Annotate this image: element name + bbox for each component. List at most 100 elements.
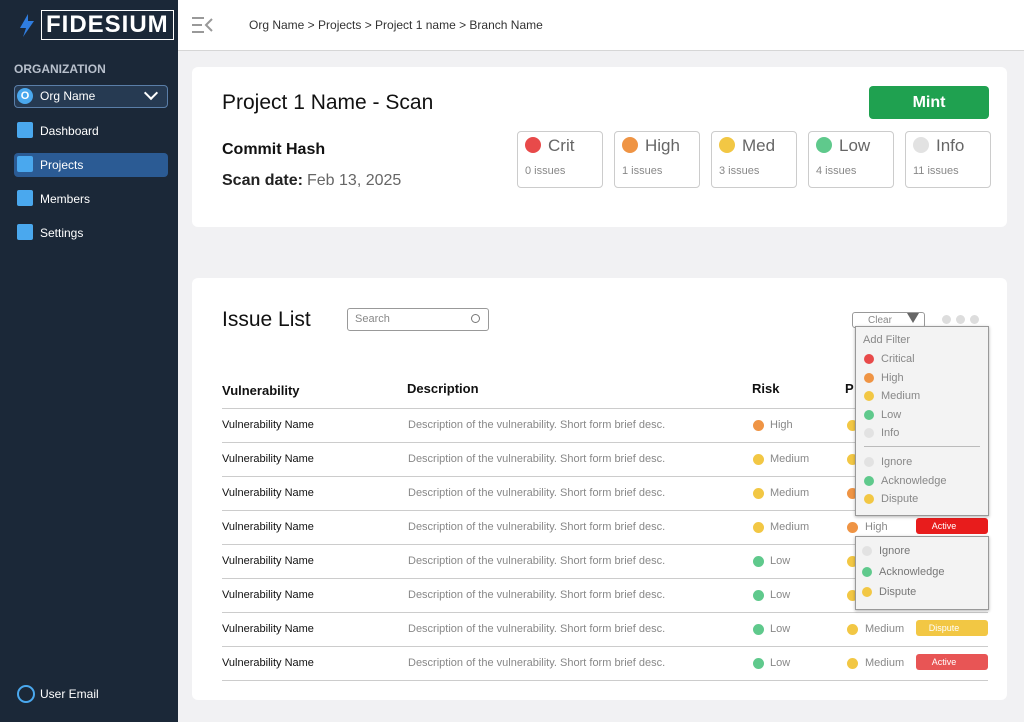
severity-name: Crit <box>548 136 575 155</box>
vuln-desc: Description of the vulnerability. Short … <box>408 657 666 669</box>
severity-count: 3 issues <box>719 165 760 177</box>
nav-item[interactable]: Projects <box>40 158 84 172</box>
issues-title: Issue List <box>222 308 311 331</box>
status-dot <box>862 566 872 577</box>
status-dot <box>753 590 764 601</box>
severity-name: High <box>645 136 680 155</box>
priority-label: High <box>865 521 888 533</box>
clear-label: Clear <box>868 315 892 326</box>
status-dot <box>864 391 874 401</box>
status-dot <box>847 522 858 533</box>
status-dot <box>753 454 764 465</box>
user-icon[interactable] <box>17 685 35 703</box>
status-dot <box>847 624 858 635</box>
status-option[interactable]: Ignore <box>879 545 911 557</box>
filter-option[interactable]: Medium <box>881 390 921 402</box>
vuln-name[interactable]: Vulnerability Name <box>222 419 314 431</box>
status-dot <box>719 137 735 153</box>
filter-option[interactable]: High <box>881 371 904 384</box>
status-dot <box>864 428 874 438</box>
filter-title: Add Filter <box>863 334 911 346</box>
status-badge[interactable] <box>916 518 988 534</box>
filter-divider <box>864 446 980 447</box>
row-rule <box>222 476 988 477</box>
status-dot <box>622 137 638 153</box>
status-menu <box>855 536 989 610</box>
status-label: Active <box>931 521 957 531</box>
nav-icon[interactable] <box>17 156 33 172</box>
risk-label: High <box>770 419 793 431</box>
status-badge[interactable] <box>916 654 988 670</box>
nav-icon[interactable] <box>17 190 33 206</box>
severity-count: 1 issues <box>622 165 663 177</box>
filter-option[interactable]: Low <box>881 408 902 421</box>
filter-option[interactable]: Acknowledge <box>881 474 947 487</box>
status-dot <box>864 372 874 383</box>
filter-option[interactable]: Critical <box>881 353 915 365</box>
more-dot <box>942 315 951 324</box>
org-name: Org Name <box>40 89 96 103</box>
commit-label: Commit Hash <box>222 141 326 158</box>
nav-item[interactable]: Settings <box>40 226 84 240</box>
status-badge[interactable] <box>916 620 988 636</box>
user-email[interactable]: User Email <box>40 687 99 701</box>
status-label: Active <box>931 657 957 667</box>
search-box[interactable] <box>347 308 489 331</box>
breadcrumb[interactable]: Org Name > Projects > Project 1 name > B… <box>249 18 543 32</box>
risk-label: Medium <box>770 521 810 533</box>
row-rule <box>222 544 988 545</box>
status-dot <box>847 590 858 601</box>
status-dot <box>864 475 874 486</box>
filter-icon <box>907 313 919 323</box>
vuln-name[interactable]: Vulnerability Name <box>222 521 314 533</box>
search-placeholder: Search <box>355 313 390 325</box>
status-dot <box>913 137 929 153</box>
vuln-name[interactable]: Vulnerability Name <box>222 487 314 499</box>
org-select[interactable] <box>14 85 168 108</box>
status-dot <box>864 457 874 467</box>
risk-label: Low <box>770 623 791 635</box>
nav-item[interactable]: Members <box>40 192 91 206</box>
filter-option[interactable]: Ignore <box>881 456 913 468</box>
row-rule <box>222 510 988 511</box>
risk-label: Low <box>770 657 791 669</box>
vuln-name[interactable]: Vulnerability Name <box>222 555 314 567</box>
status-dot <box>864 409 874 420</box>
vuln-name[interactable]: Vulnerability Name <box>222 623 314 635</box>
status-dot <box>847 454 858 465</box>
vuln-desc: Description of the vulnerability. Short … <box>408 453 666 465</box>
logo-icon <box>20 14 34 37</box>
severity-name: Med <box>742 136 776 155</box>
status-dot <box>753 624 764 635</box>
status-dot <box>753 488 764 499</box>
topbar <box>178 0 1024 51</box>
filter-option[interactable]: Info <box>881 427 900 439</box>
row-rule <box>222 578 988 579</box>
filter-option[interactable]: Dispute <box>881 493 919 505</box>
scan-title: Project 1 Name - Scan <box>222 91 434 114</box>
vuln-name[interactable]: Vulnerability Name <box>222 589 314 601</box>
status-option[interactable]: Dispute <box>879 586 917 598</box>
risk-label: Low <box>770 589 791 601</box>
status-option[interactable]: Acknowledge <box>879 565 945 578</box>
section-label: ORGANIZATION <box>14 62 106 76</box>
collapse-icon[interactable] <box>190 15 214 35</box>
vuln-name[interactable]: Vulnerability Name <box>222 453 314 465</box>
vuln-name[interactable]: Vulnerability Name <box>222 657 314 669</box>
nav-active <box>14 153 168 177</box>
filter-menu <box>855 326 989 516</box>
header-rule <box>222 408 988 409</box>
status-dot <box>864 494 874 504</box>
status-dot <box>847 488 858 499</box>
status-dot <box>525 137 541 153</box>
priority-label: Medium <box>865 623 905 635</box>
nav-item[interactable]: Dashboard <box>40 124 99 138</box>
severity-count: 4 issues <box>816 165 857 177</box>
status-dot <box>753 522 764 533</box>
status-dot <box>847 556 858 567</box>
mint-button[interactable]: Mint <box>869 86 989 119</box>
nav-icon[interactable] <box>17 122 33 138</box>
nav-icon[interactable] <box>17 224 33 240</box>
date-label: Scan date: <box>222 172 303 189</box>
more-dot <box>970 315 979 324</box>
